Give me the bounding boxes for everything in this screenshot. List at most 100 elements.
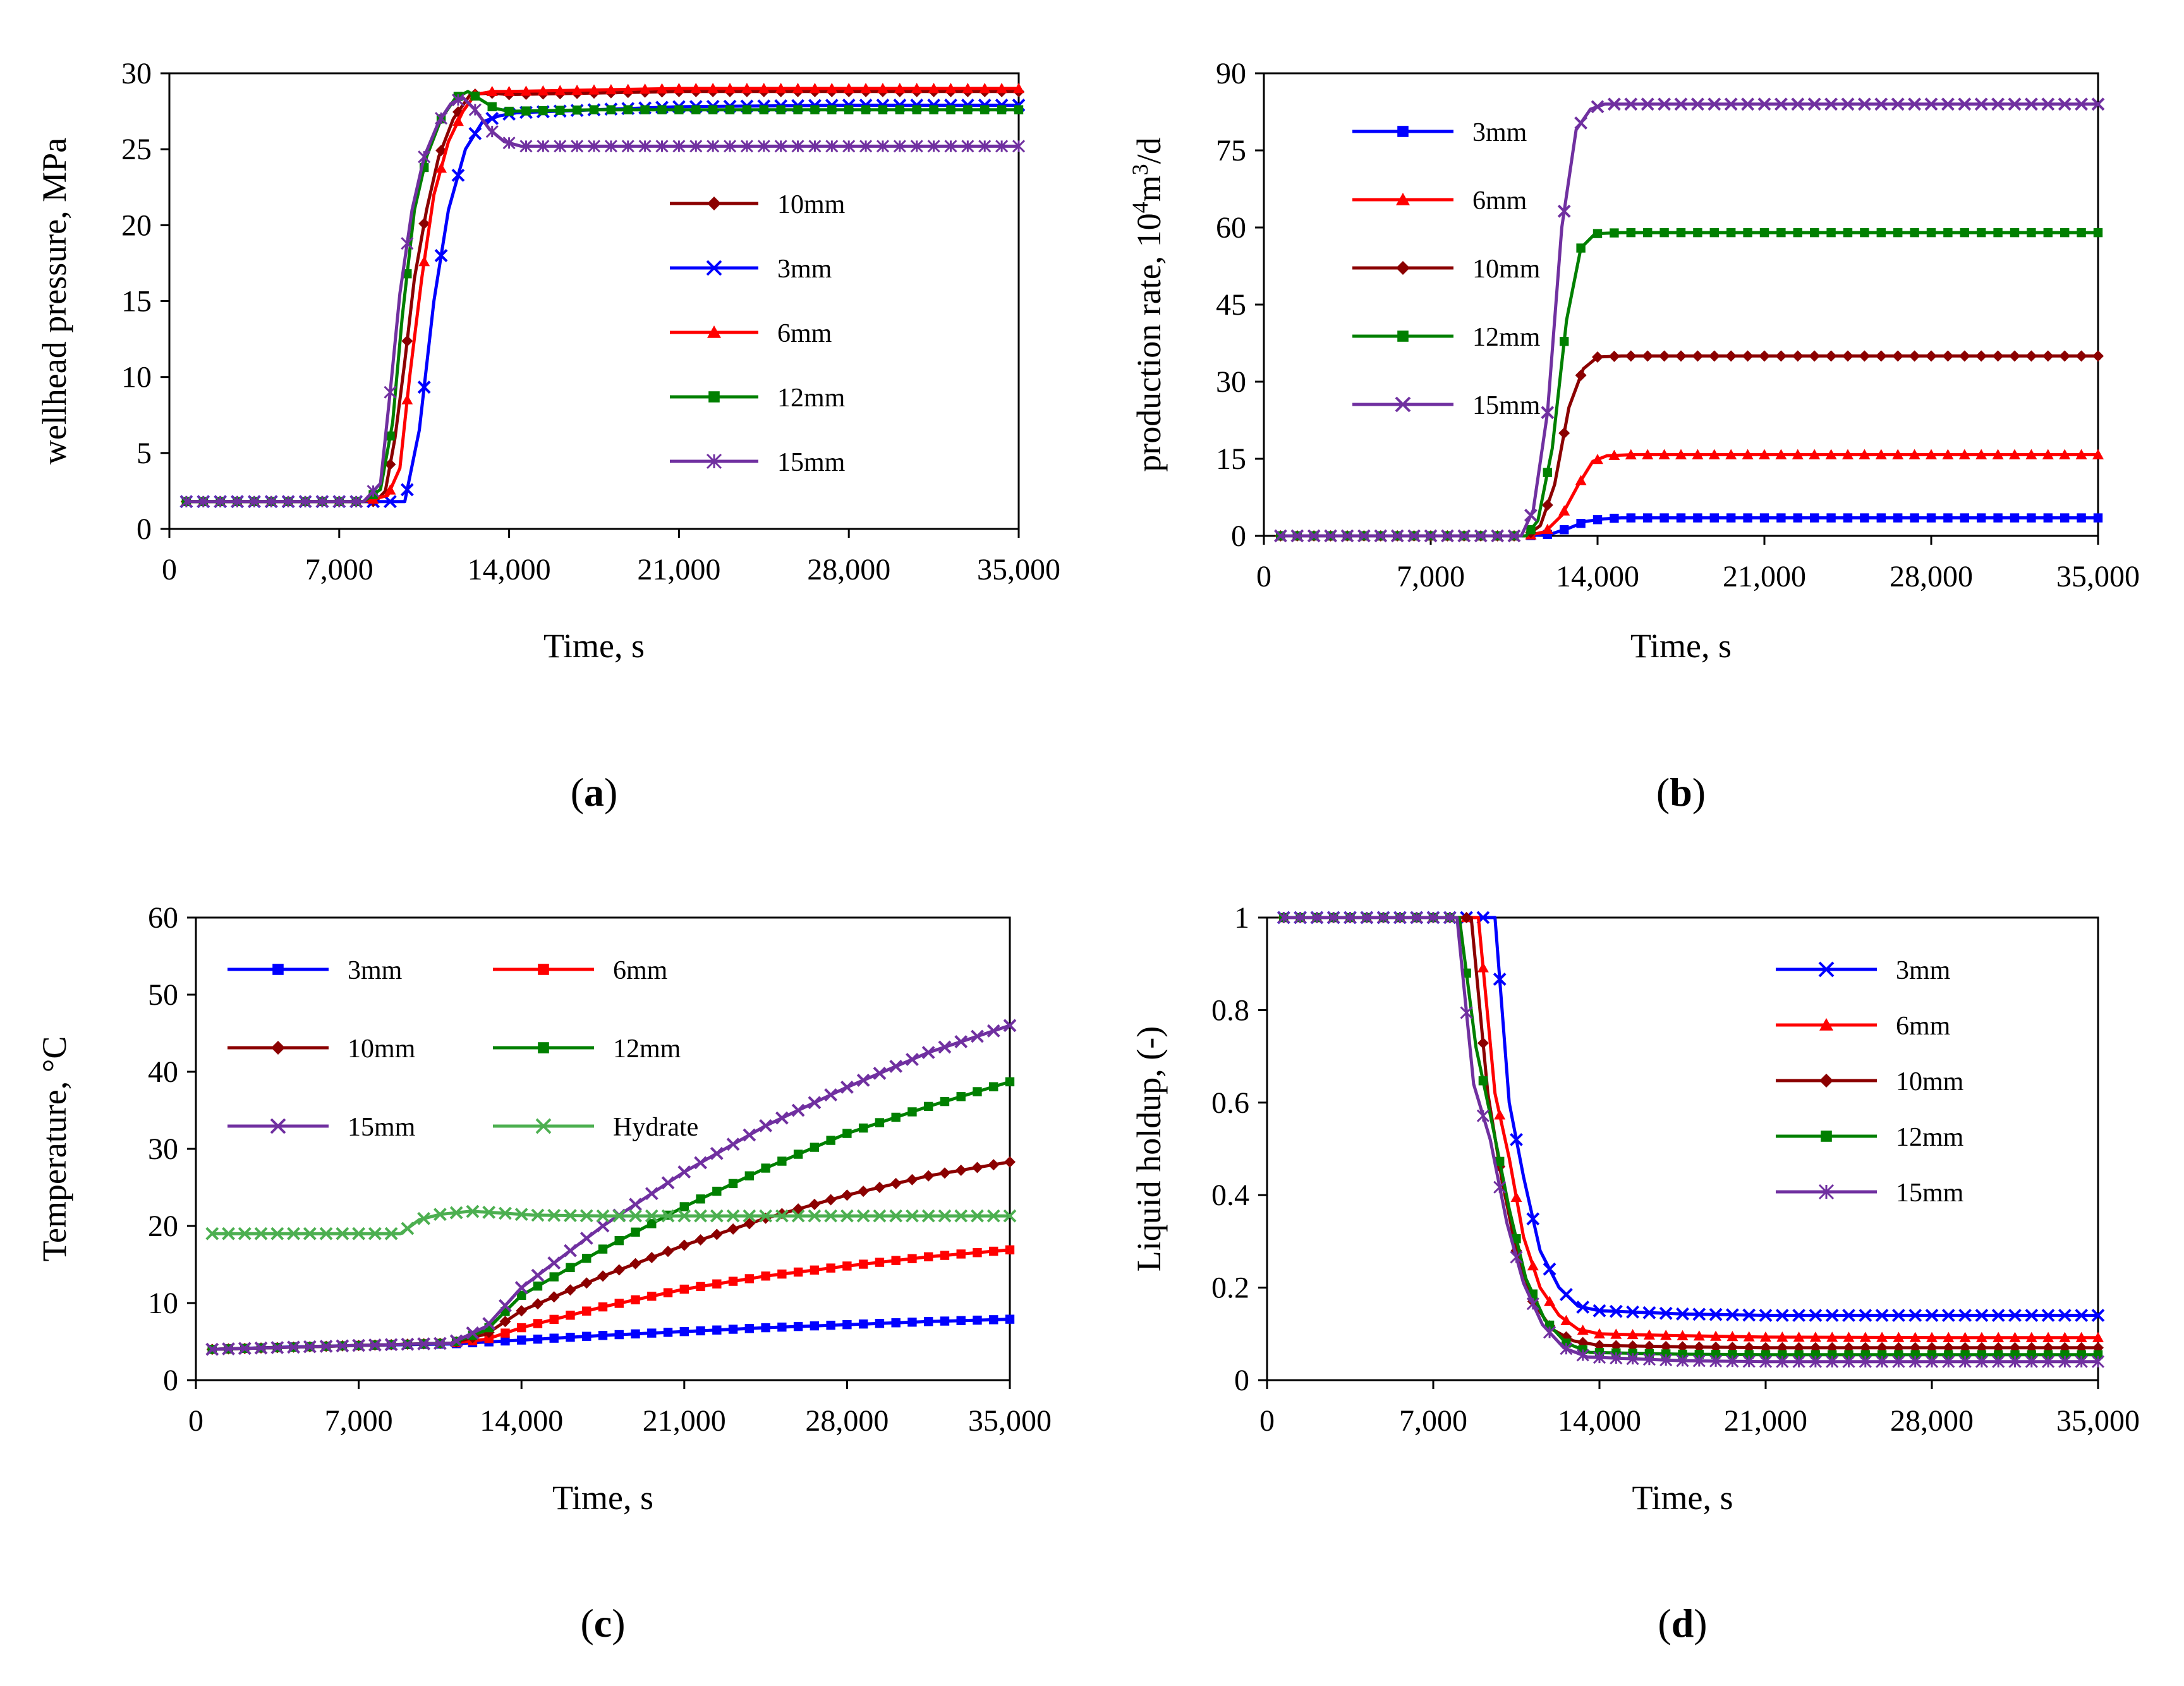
data-point-15mm (1410, 911, 1423, 925)
data-point-10mm (743, 1218, 755, 1230)
data-point-15mm (1592, 1351, 1606, 1364)
data-point-6mm (1826, 1331, 1838, 1342)
data-point-6mm (1775, 449, 1787, 459)
legend-item-3mm: 3mm (1776, 956, 1951, 985)
data-point-10mm (2009, 350, 2020, 362)
data-point-3mm (2093, 513, 2103, 523)
data-point-3mm (1993, 513, 2003, 523)
data-point-3mm (858, 1319, 868, 1329)
panel-b-y-axis-label: production rate, 104m3/d (1127, 137, 1168, 471)
data-point-10mm (1658, 350, 1670, 362)
data-point-12mm (606, 105, 616, 114)
data-point-15mm (1474, 529, 1488, 543)
data-point-Hydrate (694, 1209, 707, 1223)
data-point-10mm (923, 1170, 935, 1182)
data-point-15mm (1491, 529, 1505, 543)
legend-swatch-marker (1396, 261, 1410, 275)
data-point-15mm (1807, 97, 1821, 111)
data-point-3mm (679, 1326, 689, 1337)
data-point-6mm (1893, 1331, 1905, 1342)
data-point-12mm (1676, 227, 1686, 238)
data-point-15mm (349, 495, 363, 508)
data-point-15mm (938, 1040, 952, 1054)
data-point-3mm (777, 1322, 787, 1332)
x-tick-label: 0 (162, 553, 177, 586)
x-tick-label: 35,000 (2056, 1404, 2140, 1438)
data-point-12mm (517, 1290, 526, 1300)
data-point-15mm (1642, 1353, 1656, 1366)
data-point-12mm (1927, 1350, 1937, 1359)
data-point-15mm (694, 1156, 707, 1170)
x-tick-label: 14,000 (468, 553, 551, 586)
data-point-15mm (759, 1119, 773, 1132)
data-point-3mm (1826, 513, 1836, 523)
data-point-15mm (1791, 97, 1805, 111)
data-point-3mm (744, 1324, 755, 1333)
data-point-15mm (1443, 911, 1457, 925)
data-point-15mm (466, 1326, 480, 1340)
data-point-10mm (955, 1164, 967, 1176)
data-point-6mm (631, 1295, 640, 1305)
data-point-12mm (1860, 227, 1869, 238)
series-line-15mm (1283, 916, 2098, 1364)
data-point-Hydrate (579, 1209, 593, 1223)
data-point-12mm (385, 431, 395, 441)
data-point-3mm (1742, 1308, 1756, 1322)
y-tick-label: 10 (148, 1287, 178, 1320)
data-point-10mm (2025, 350, 2037, 362)
data-point-Hydrate (303, 1227, 317, 1240)
data-point-15mm (1290, 529, 1304, 543)
data-point-15mm (1426, 911, 1440, 925)
data-point-15mm (531, 1268, 545, 1282)
data-point-3mm (2060, 513, 2070, 523)
data-point-15mm (743, 1128, 756, 1142)
data-point-Hydrate (840, 1209, 854, 1223)
data-point-6mm (500, 1328, 510, 1338)
data-point-15mm (1476, 1109, 1489, 1122)
data-point-Hydrate (401, 1222, 415, 1235)
data-point-6mm (1909, 1331, 1921, 1342)
data-point-6mm (894, 83, 906, 94)
data-point-3mm (1859, 1309, 1872, 1322)
data-point-6mm (2092, 449, 2104, 459)
data-point-15mm (1357, 529, 1371, 543)
data-point-6mm (860, 83, 872, 94)
data-point-12mm (2027, 1350, 2036, 1359)
data-point-12mm (2093, 227, 2103, 238)
data-point-15mm (1510, 1251, 1523, 1264)
data-point-3mm (1910, 513, 1919, 523)
data-point-15mm (554, 140, 567, 153)
data-point-15mm (961, 140, 974, 153)
data-point-15mm (971, 1029, 984, 1043)
panel-d-legend: 3mm 6mm 10mm 12mm 15mm (1776, 956, 1964, 1208)
x-tick-label: 7,000 (1397, 560, 1465, 593)
data-point-6mm (2075, 1331, 2087, 1342)
data-point-12mm (2093, 1350, 2103, 1359)
y-tick-label: 25 (121, 133, 152, 166)
x-tick-label: 7,000 (305, 553, 373, 586)
panel-b-ylabel-sup2: 3 (1127, 164, 1153, 175)
data-point-15mm (336, 1339, 349, 1353)
legend-label: 12mm (1896, 1123, 1964, 1152)
data-point-12mm (614, 1235, 624, 1246)
data-point-10mm (1642, 350, 1654, 362)
data-point-12mm (776, 105, 786, 114)
legend-item-6mm: 6mm (1352, 186, 1527, 215)
legend-swatch-marker (1395, 396, 1411, 413)
data-point-6mm (673, 83, 685, 94)
data-point-10mm (1908, 350, 1920, 362)
data-point-6mm (1875, 449, 1887, 459)
data-point-12mm (761, 1163, 770, 1173)
data-point-12mm (907, 1107, 917, 1117)
data-point-12mm (912, 105, 921, 114)
data-point-12mm (589, 105, 599, 114)
data-point-6mm (1660, 1330, 1672, 1340)
data-point-10mm (711, 1228, 723, 1240)
data-point-6mm (1544, 1295, 1556, 1306)
data-point-3mm (1626, 1305, 1640, 1319)
x-tick-label: 28,000 (1890, 1404, 1974, 1438)
data-point-3mm (728, 1325, 738, 1334)
data-point-6mm (843, 83, 855, 94)
x-tick-label: 28,000 (1890, 560, 1973, 593)
data-point-15mm (1493, 1180, 1507, 1194)
